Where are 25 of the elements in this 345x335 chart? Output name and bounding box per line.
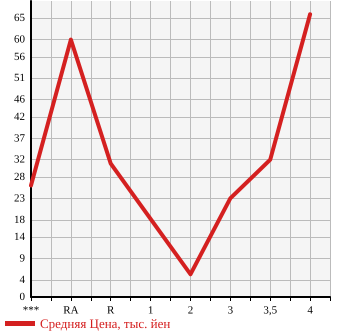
x-tick-label: *** [22, 304, 40, 316]
y-tick-label: 4 [20, 274, 26, 286]
y-tick-label: 37 [14, 132, 26, 144]
x-tick-label: RA [63, 304, 79, 316]
y-tick-label: 0 [20, 291, 26, 303]
x-tick-label: 4 [307, 304, 314, 316]
y-tick-label: 42 [14, 110, 25, 123]
x-tick-label: R [107, 304, 116, 316]
y-tick-label: 23 [14, 192, 26, 204]
x-tick-label: 3 [228, 304, 234, 316]
x-tick-label: 1 [148, 304, 154, 316]
y-tick-label: 18 [14, 214, 26, 226]
legend-label: Средняя Цена, тыс. йен [40, 316, 170, 331]
y-tick-label: 9 [20, 252, 26, 264]
y-tick-label: 60 [14, 34, 26, 46]
y-tick-label: 51 [14, 72, 25, 84]
y-tick-label: 46 [14, 94, 26, 106]
line-series [29, 12, 312, 276]
x-tick-label: 3,5 [263, 304, 278, 316]
y-tick-label: 14 [14, 230, 26, 243]
y-tick-label: 56 [14, 50, 26, 63]
y-tick-label: 28 [14, 170, 26, 183]
y-tick-label: 65 [14, 12, 26, 24]
y-tick-label: 32 [14, 154, 25, 166]
x-tick-label: 2 [188, 304, 194, 316]
